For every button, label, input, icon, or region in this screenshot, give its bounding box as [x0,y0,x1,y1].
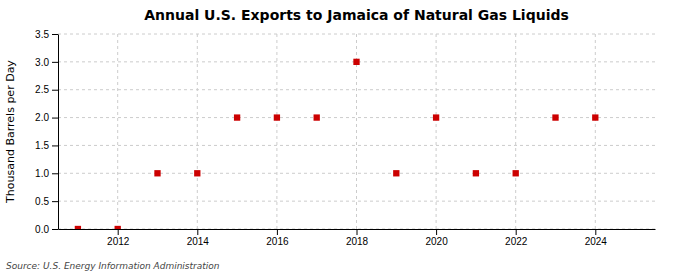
grid-line-x [515,34,516,229]
tick-mark [52,173,58,174]
point [115,226,121,229]
tick: 2.0 [35,112,58,123]
point [592,114,598,120]
tick: 2020 [425,229,448,247]
tick-mark [516,229,517,235]
tick-mark [52,34,58,35]
grid-line-x [436,34,437,229]
grid-line-x [117,34,118,229]
tick: 2016 [266,229,289,247]
axis-line [58,35,59,230]
tick: 1.0 [35,168,58,179]
point [75,226,81,229]
y-axis-label: Thousand Barrels per Day [4,60,17,204]
grid-line-y [58,145,655,146]
tick: 2014 [187,229,210,247]
tick-mark [277,229,278,235]
point [393,170,399,176]
grid-line-x [595,34,596,229]
tick: 2024 [585,229,608,247]
tick: 2022 [505,229,528,247]
tick-mark [52,145,58,146]
point [552,114,558,120]
tick-mark [595,229,596,235]
grid-line-x [197,34,198,229]
tick-label: 2.5 [35,84,49,95]
tick-mark [52,62,58,63]
tick-label: 2020 [425,236,448,247]
tick: 2018 [346,229,369,247]
tick-label: 2014 [187,236,210,247]
tick-label: 1.0 [35,168,49,179]
tick-mark [52,201,58,202]
point [194,170,200,176]
tick-label: 3.5 [35,29,49,40]
point [353,59,359,65]
tick: 0.5 [35,196,58,207]
point [433,114,439,120]
tick-mark [197,229,198,235]
tick-label: 1.5 [35,140,49,151]
point [513,170,519,176]
grid-line-x [276,34,277,229]
tick: 1.5 [35,140,58,151]
point [473,170,479,176]
tick: 0.0 [35,224,58,235]
point [274,114,280,120]
tick: 2.5 [35,84,58,95]
chart: 2012 2014 2016 2018 2020 2022 2024 0.0 0.5 1.0 1.5… [0,0,675,275]
grid-line-y [58,201,655,202]
point [314,114,320,120]
y-axis: 0.0 0.5 1.0 1.5 2.0 2.5 3.0 3.5 [35,29,58,235]
point [234,114,240,120]
tick-label: 2024 [585,236,608,247]
grid-line-y [58,34,655,35]
tick-label: 2012 [107,236,130,247]
grid [58,34,655,229]
tick-mark [436,229,437,235]
tick-mark [357,229,358,235]
tick-label: 2016 [266,236,289,247]
tick-label: 3.0 [35,57,49,68]
tick-mark [118,229,119,235]
tick: 3.0 [35,57,58,68]
grid-line-y [58,89,655,90]
tick-label: 0.0 [35,224,49,235]
title: Annual U.S. Exports to Jamaica of Natura… [144,7,569,23]
plot-area: 2012 2014 2016 2018 2020 2022 2024 0.0 0.5 1.0 1.5… [35,29,655,247]
tick-mark [52,118,58,119]
x-axis: 2012 2014 2016 2018 2020 2022 2024 [59,229,656,247]
tick: 2012 [107,229,130,247]
points [75,59,599,229]
grid-line-y [58,117,655,118]
tick-mark [52,90,58,91]
tick-label: 2022 [505,236,528,247]
tick: 3.5 [35,29,58,40]
tick-label: 2018 [346,236,369,247]
tick-mark [52,229,58,230]
source-note: Source: U.S. Energy Information Administ… [6,261,220,271]
tick-label: 0.5 [35,196,49,207]
grid-line-y [58,173,655,174]
point [154,170,160,176]
tick-label: 2.0 [35,112,49,123]
